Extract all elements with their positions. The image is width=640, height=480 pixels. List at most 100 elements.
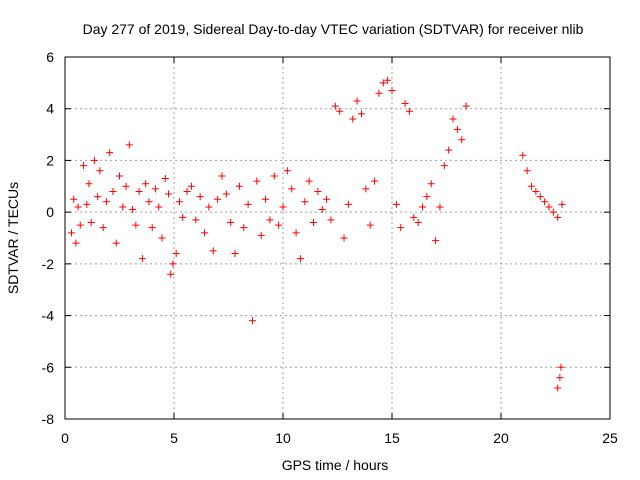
data-point [414, 218, 422, 226]
data-point [405, 107, 413, 115]
grid-layer [65, 57, 610, 419]
data-point [427, 180, 435, 188]
data-point [318, 206, 326, 214]
data-point [432, 237, 440, 245]
data-point [192, 216, 200, 224]
data-point [266, 216, 274, 224]
data-point [257, 231, 265, 239]
y-tick-label: 0 [46, 204, 54, 220]
data-point [196, 193, 204, 201]
y-tick-label: 2 [46, 152, 54, 168]
data-point [68, 229, 76, 237]
x-tick-label: 5 [170, 430, 178, 446]
data-point [536, 193, 544, 201]
data-point [205, 203, 213, 211]
data-point [323, 195, 331, 203]
data-point [253, 177, 261, 185]
data-point [340, 234, 348, 242]
data-point [384, 76, 392, 84]
data-point [528, 182, 536, 190]
data-point [248, 317, 256, 325]
x-axis-label: GPS time / hours [282, 457, 389, 473]
x-tick-label: 10 [275, 430, 291, 446]
data-point [554, 213, 562, 221]
data-point [231, 250, 239, 258]
data-point [187, 182, 195, 190]
data-point [99, 224, 107, 232]
data-point [401, 100, 409, 108]
data-point [175, 198, 183, 206]
data-point [106, 149, 114, 157]
data-point [129, 206, 137, 214]
data-point [419, 203, 427, 211]
data-point [172, 250, 180, 258]
data-point [397, 224, 405, 232]
x-tick-label: 25 [602, 430, 618, 446]
data-point [142, 180, 150, 188]
plot-frame [64, 56, 611, 420]
data-point [109, 187, 117, 195]
data-point [165, 190, 173, 198]
y-tick-label: -2 [42, 256, 55, 272]
data-point [125, 141, 133, 149]
data-point [301, 198, 309, 206]
data-point [74, 203, 82, 211]
y-tick-label: -6 [42, 359, 55, 375]
data-point [305, 177, 313, 185]
data-point [227, 218, 235, 226]
y-axis-label: SDTVAR / TECUs [5, 182, 21, 294]
data-point [80, 162, 88, 170]
data-point [102, 198, 110, 206]
data-point [158, 234, 166, 242]
data-point [145, 198, 153, 206]
data-point [244, 200, 252, 208]
data-point [283, 167, 291, 175]
data-point [541, 198, 549, 206]
data-point [349, 115, 357, 123]
data-point [423, 193, 431, 201]
data-point [556, 374, 564, 382]
data-point [83, 200, 91, 208]
data-point [554, 384, 562, 392]
data-point [72, 239, 80, 247]
data-point [135, 187, 143, 195]
data-point [94, 193, 102, 201]
data-point [138, 255, 146, 263]
y-tick-label: 4 [46, 101, 54, 117]
data-point [453, 125, 461, 133]
data-point [240, 224, 248, 232]
data-point [222, 190, 230, 198]
data-point [96, 167, 104, 175]
data-point [388, 87, 396, 95]
data-point [545, 203, 553, 211]
data-points [68, 76, 566, 392]
data-point [270, 172, 278, 180]
data-point [557, 363, 565, 371]
data-point [201, 229, 209, 237]
data-point [148, 224, 156, 232]
data-point [327, 216, 335, 224]
data-point [331, 102, 339, 110]
data-point [292, 229, 300, 237]
data-point [70, 195, 78, 203]
data-point [296, 255, 304, 263]
data-point [310, 218, 318, 226]
data-point [155, 203, 163, 211]
data-point [183, 187, 191, 195]
data-point [275, 221, 283, 229]
axis-ticks: 0 5 10 15 20 25 -8 -6 -4 -2 0 2 4 6 [42, 49, 618, 446]
data-point [90, 156, 98, 164]
y-tick-label: -8 [42, 411, 55, 427]
data-point [167, 270, 175, 278]
y-tick-label: -4 [42, 308, 55, 324]
data-point [449, 115, 457, 123]
data-point [132, 221, 140, 229]
data-point [357, 110, 365, 118]
data-point [549, 208, 557, 216]
data-point [445, 146, 453, 154]
data-point [379, 79, 387, 87]
data-point [371, 177, 379, 185]
data-point [366, 221, 374, 229]
x-tick-label: 0 [61, 430, 69, 446]
